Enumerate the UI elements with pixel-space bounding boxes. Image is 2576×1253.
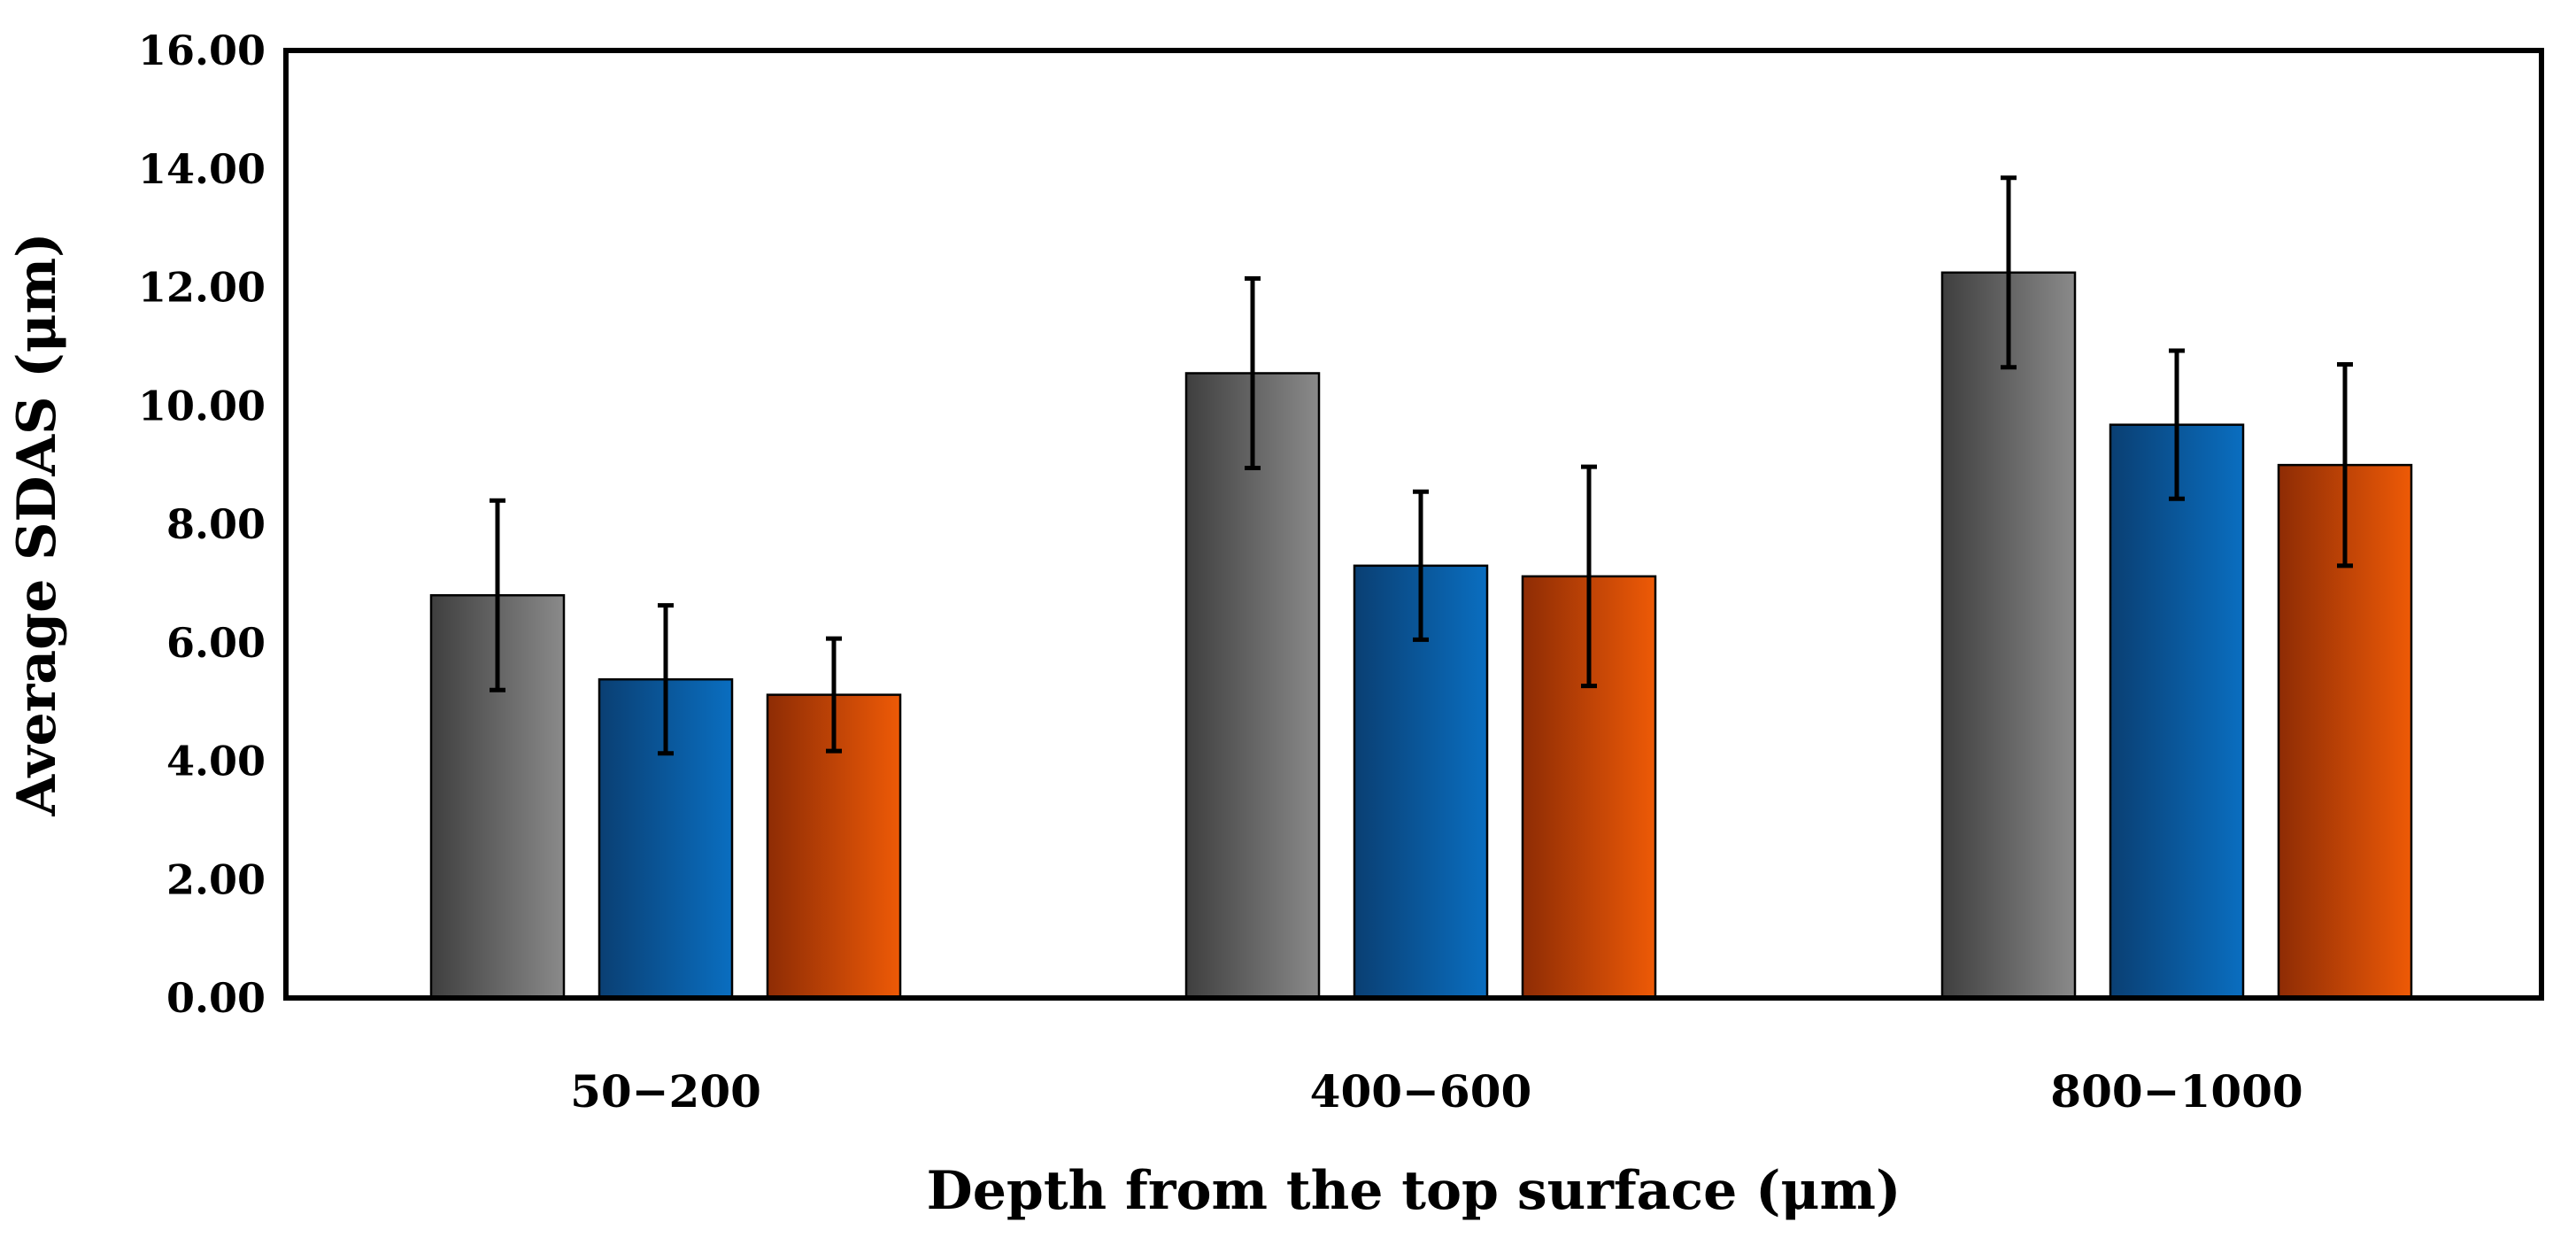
y-axis-title: Average SDAS (μm) [6, 233, 68, 817]
y-tick-label-3: 6.00 [166, 619, 266, 667]
error-bars-layer [490, 175, 2353, 756]
x-category-label-2: 800−1000 [2050, 1065, 2302, 1118]
y-tick-label-7: 14.00 [138, 145, 266, 193]
y-tick-label-6: 12.00 [138, 264, 266, 312]
x-category-label-1: 400−600 [1310, 1065, 1532, 1118]
y-tick-label-2: 4.00 [166, 738, 266, 785]
y-tick-labels: 0.00 2.00 4.00 6.00 8.00 10.00 12.00 14.00 16.00 [138, 27, 266, 1022]
plot-area-frame [283, 48, 2544, 1001]
bar-series-gray-1 [1184, 372, 1321, 1000]
bar-series-gray-2 [1940, 271, 2077, 1000]
y-tick-label-5: 10.00 [138, 382, 266, 429]
y-tick-label-1: 2.00 [166, 855, 266, 903]
x-axis-title: Depth from the top surface (μm) [927, 1160, 1901, 1222]
x-category-labels: 50−200 400−600 800−1000 [570, 1065, 2303, 1118]
bar-series-blue-2 [2109, 423, 2245, 1000]
y-tick-label-0: 0.00 [166, 974, 266, 1022]
x-category-label-0: 50−200 [570, 1065, 761, 1118]
y-tick-label-4: 8.00 [166, 500, 266, 548]
y-tick-label-8: 16.00 [138, 27, 266, 74]
